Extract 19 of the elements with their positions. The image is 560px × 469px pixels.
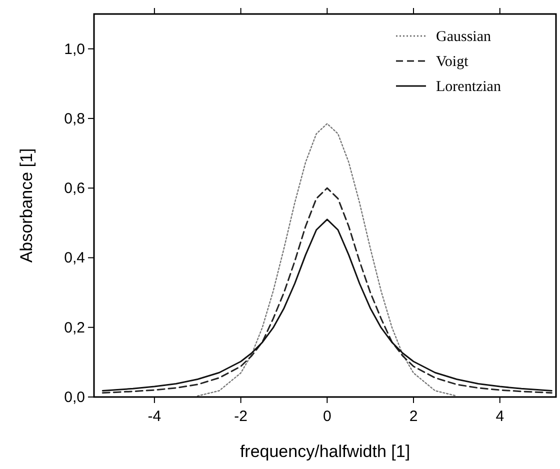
line-series <box>197 123 458 397</box>
x-tick-label: 2 <box>409 408 418 425</box>
legend-label: Voigt <box>436 54 470 70</box>
y-tick-label: 0,0 <box>64 389 85 406</box>
y-tick-label: 0,8 <box>64 110 85 128</box>
x-tick-label: -2 <box>234 408 248 425</box>
line-series <box>102 218 552 392</box>
y-tick-label: 0,4 <box>64 250 85 267</box>
line-series <box>102 187 552 394</box>
y-tick-label: 1,0 <box>64 40 85 58</box>
x-tick-label: 0 <box>322 408 332 425</box>
y-tick-label: 0,2 <box>64 319 85 336</box>
y-tick-label: 0,6 <box>64 180 85 198</box>
legend-label: Gaussian <box>436 29 492 45</box>
legend-label: Lorentzian <box>436 79 502 95</box>
x-tick-label: 4 <box>496 408 504 425</box>
x-axis-title: frequency/halfwidth [1] <box>240 442 410 461</box>
x-tick-label: -4 <box>148 408 162 425</box>
y-axis-title: Absorbance [1] <box>17 148 36 263</box>
